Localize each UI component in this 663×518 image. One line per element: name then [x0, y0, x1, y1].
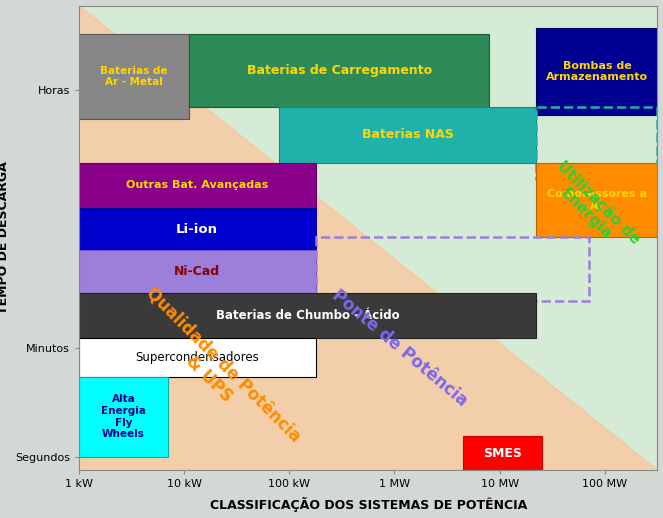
Text: Supercondensadores: Supercondensadores — [135, 351, 259, 364]
Bar — [536, 163, 658, 237]
Bar — [79, 338, 316, 377]
Bar — [190, 34, 489, 107]
Text: Ponte de Potência: Ponte de Potência — [328, 286, 471, 410]
Bar — [536, 27, 658, 116]
Text: Alta
Energia
Fly
Wheels: Alta Energia Fly Wheels — [101, 395, 146, 439]
Bar — [316, 237, 589, 301]
Bar — [79, 377, 168, 456]
Polygon shape — [79, 6, 658, 470]
Text: Bombas de
Armazenamento: Bombas de Armazenamento — [546, 61, 648, 82]
Text: SMES: SMES — [483, 447, 522, 459]
Text: Qualidade de Potência
& UPS: Qualidade de Potência & UPS — [128, 284, 304, 460]
Bar — [79, 34, 190, 119]
Bar — [536, 107, 658, 180]
Bar — [278, 107, 536, 163]
Text: Baterias de
Ar - Metal: Baterias de Ar - Metal — [100, 66, 168, 88]
Bar — [79, 208, 316, 251]
Bar — [463, 436, 542, 470]
Text: TEMPO DE DESCARGA: TEMPO DE DESCARGA — [0, 162, 10, 314]
Text: Outras Bat. Avançadas: Outras Bat. Avançadas — [126, 180, 269, 191]
Bar — [79, 163, 316, 208]
Text: Utilização de
Energia: Utilização de Energia — [542, 158, 642, 258]
Text: Baterias NAS: Baterias NAS — [361, 128, 453, 141]
Text: Ni-Cad: Ni-Cad — [174, 265, 220, 278]
Bar — [79, 293, 536, 338]
Polygon shape — [79, 6, 658, 470]
X-axis label: CLASSIFICAÇÃO DOS SISTEMAS DE POTÊNCIA: CLASSIFICAÇÃO DOS SISTEMAS DE POTÊNCIA — [210, 497, 527, 512]
Bar — [79, 251, 316, 293]
Text: Baterias de Chumbo - Ácido: Baterias de Chumbo - Ácido — [216, 309, 400, 322]
Text: Baterias de Carregamento: Baterias de Carregamento — [247, 64, 432, 77]
Text: Li-ion: Li-ion — [176, 223, 218, 236]
Text: Compressores a
Ar: Compressores a Ar — [547, 189, 647, 211]
